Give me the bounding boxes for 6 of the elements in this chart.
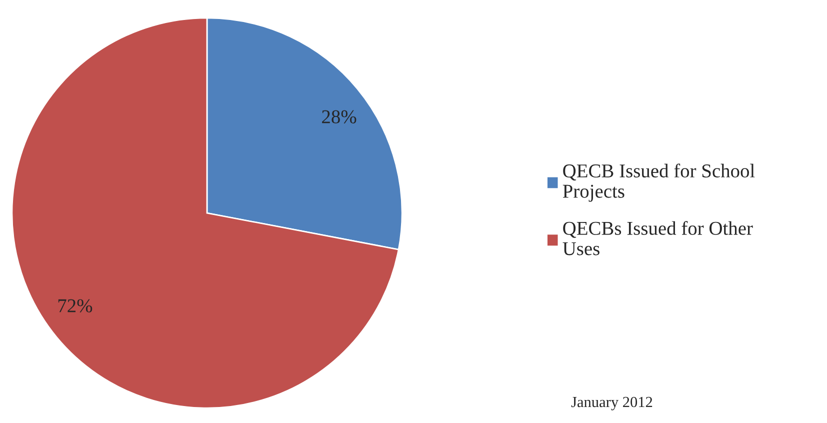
data-label: 72% bbox=[58, 299, 92, 312]
text: January 2012 bbox=[571, 396, 652, 410]
data-label: 28% bbox=[322, 110, 356, 124]
legend-label: QECBs Issued for Other Uses bbox=[562, 221, 753, 256]
legend-label: QECB Issued for School Projects bbox=[562, 164, 755, 202]
pie-slice bbox=[11, 17, 400, 409]
